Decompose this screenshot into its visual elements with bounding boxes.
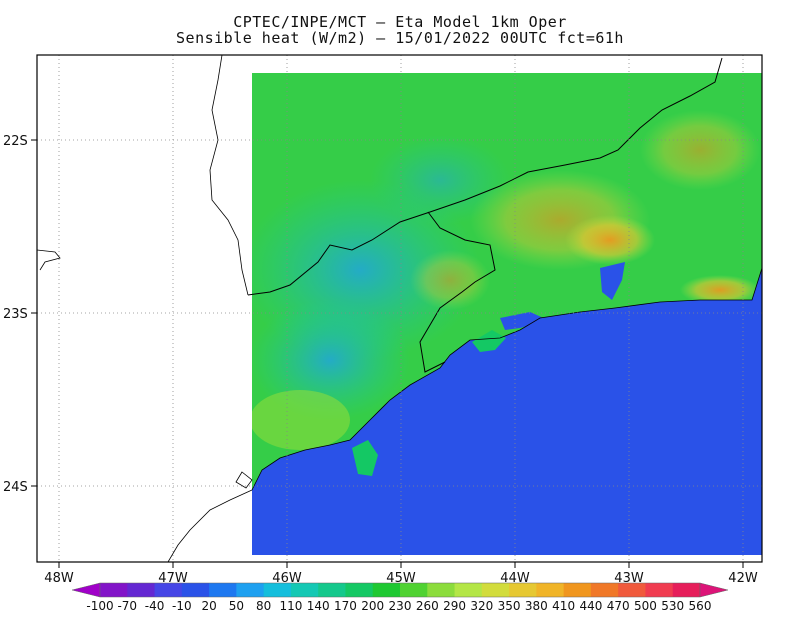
colorbar-segment [645,583,674,597]
map-title: CPTEC/INPE/MCT – Eta Model 1km Oper [233,13,567,31]
colorbar-label: 230 [389,599,412,613]
colorbar-segment [372,583,401,597]
colorbar-segment [509,583,537,597]
state-border-rj [419,211,496,373]
colorbar-label: 290 [443,599,466,613]
map-frame [36,54,763,563]
lon-label-44: 44W [500,571,530,586]
lon-label-48: 48W [44,571,74,586]
colorbar-label: 500 [634,599,657,613]
coastline [251,267,762,491]
colorbar-legend: -100 -70 -40 -10 20 50 80 110 140 170 200 230 260 290… [71,582,729,613]
colorbar-label: 410 [552,599,575,613]
colorbar-label: -40 [145,599,165,613]
colorbar-segment [481,583,510,597]
colorbar-label: 440 [579,599,602,613]
colorbar-segment [563,583,592,597]
lon-label-46: 46W [272,571,302,586]
colorbar-segment [181,583,210,597]
colorbar-label: 20 [201,599,216,613]
sepetiba-bay [500,312,548,330]
colorbar-segment [400,583,428,597]
colorbar-segment [263,583,292,597]
lon-label-43: 43W [614,571,644,586]
colorbar-segment [590,583,619,597]
colorbar-label: 380 [525,599,548,613]
colorbar-arrow-high [699,582,729,598]
colorbar-label: 260 [416,599,439,613]
colorbar-arrow-low [71,582,101,598]
colorbar-segment [127,583,156,597]
colorbar-segment [672,583,701,597]
lon-label-47: 47W [158,571,188,586]
lat-label-22: 22S [3,134,28,149]
colorbar-label: 530 [661,599,684,613]
state-border-mg-sp [247,57,723,296]
colorbar-segment [236,583,265,597]
colorbar-label: 470 [607,599,630,613]
colorbar-segment [427,583,456,597]
lat-label-23: 23S [3,307,28,322]
state-border-pr-sp [209,55,249,296]
colorbar-label: 560 [689,599,712,613]
colorbar-label: 320 [470,599,493,613]
coastline-west [37,249,253,562]
colorbar-segment [618,583,646,597]
colorbar-segment [536,583,565,597]
colorbar-label: -70 [117,599,137,613]
ilha-grande [472,330,506,352]
guanabara-bay [600,262,625,300]
colorbar-segment [100,583,128,597]
colorbar-segment [318,583,346,597]
colorbar-segment [345,583,374,597]
lon-label-42: 42W [728,571,758,586]
lon-axis: 48W 47W 46W 45W 44W 43W 42W [44,562,758,586]
map-subtitle: Sensible heat (W/m2) – 15/01/2022 00UTC … [176,29,624,47]
grid-lines [37,55,762,562]
colorbar-segment [154,583,183,597]
colorbar-label: -10 [172,599,192,613]
lon-label-45: 45W [386,571,416,586]
colorbar-label: 200 [361,599,384,613]
colorbar-segment [209,583,237,597]
colorbar-label: 140 [307,599,330,613]
ilhabela [352,440,378,476]
colorbar-label: -100 [86,599,113,613]
colorbar-label: 50 [229,599,244,613]
colorbar-label: 80 [256,599,271,613]
colorbar-label: 110 [279,599,302,613]
colorbar-label: 170 [334,599,357,613]
colorbar-segment [290,583,319,597]
lat-axis: 22S 23S 24S [3,134,37,495]
colorbar-segment [454,583,483,597]
lat-label-24: 24S [3,480,28,495]
colorbar-label: 350 [498,599,521,613]
